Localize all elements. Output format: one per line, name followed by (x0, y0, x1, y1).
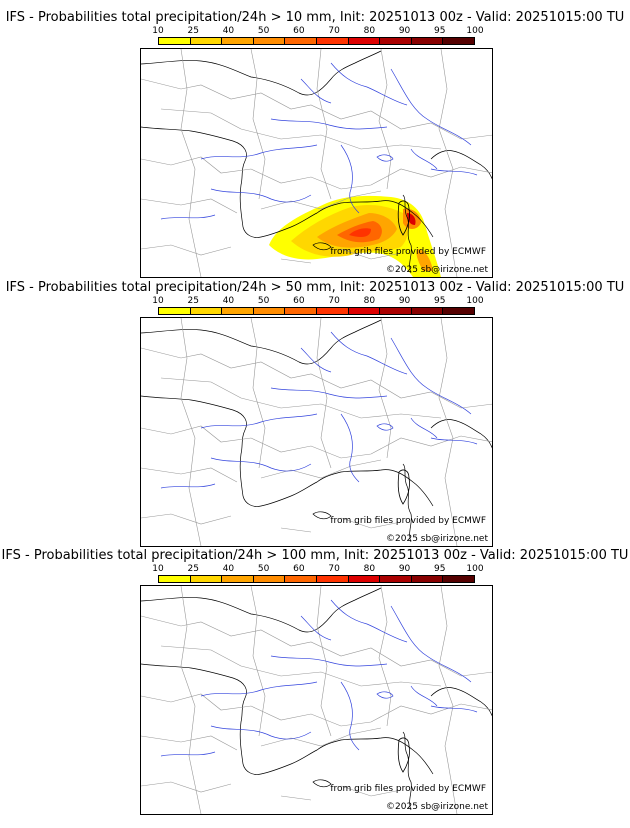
scale-tick-label: 80 (363, 564, 376, 574)
scale-tick-label: 95 (434, 26, 446, 36)
scale-tick-labels: 10 25 40 50 60 70 80 90 95 100 (152, 26, 483, 37)
scale-tick-label: 70 (328, 296, 340, 306)
scale-tick-labels: 10 25 40 50 60 70 80 90 95 100 (152, 564, 483, 575)
scale-tick-label: 60 (293, 564, 305, 574)
scale-swatch (443, 308, 474, 314)
scale-tick-label: 100 (466, 564, 484, 574)
scale-tick-label: 25 (187, 26, 199, 36)
ecmwf-credit: from grib files provided by ECMWF (330, 516, 486, 526)
copyright-text: ©2025 sb@irizone.net (386, 534, 488, 544)
scale-tick-label: 80 (363, 26, 376, 36)
scale-tick-label: 40 (222, 26, 235, 36)
scale-swatch (159, 38, 191, 44)
scale-tick-label: 50 (257, 564, 270, 574)
ecmwf-credit: from grib files provided by ECMWF (330, 247, 486, 257)
panel-title: IFS - Probabilities total precipitation/… (5, 280, 625, 295)
scale-tick-label: 60 (293, 296, 305, 306)
scale-swatch (380, 576, 412, 582)
scale-tick-label: 80 (363, 296, 376, 306)
scale-tick-label: 25 (187, 296, 199, 306)
map-50mm: from grib files provided by ECMWF ©2025 … (140, 317, 493, 547)
scale-tick-label: 100 (466, 26, 484, 36)
scale-swatch (190, 576, 223, 582)
scale-swatch (380, 38, 412, 44)
scale-tick-label: 60 (293, 26, 305, 36)
scale-swatch (443, 38, 474, 44)
scale-swatch (348, 576, 381, 582)
scale-swatch (411, 38, 444, 44)
scale-swatches (158, 37, 475, 45)
scale-swatch (222, 38, 254, 44)
panel-title: IFS - Probabilities total precipitation/… (5, 10, 625, 25)
scale-tick-label: 10 (152, 296, 164, 306)
scale-swatch (253, 308, 286, 314)
scale-tick-label: 50 (257, 26, 270, 36)
scale-tick-label: 70 (328, 564, 340, 574)
scale-swatch (285, 576, 317, 582)
map-canvas (141, 318, 492, 546)
scale-swatch (159, 576, 191, 582)
panel-title: IFS - Probabilities total precipitation/… (1, 548, 629, 563)
scale-swatches (158, 307, 475, 315)
copyright-text: ©2025 sb@irizone.net (386, 802, 488, 812)
scale-tick-label: 95 (434, 564, 446, 574)
scale-tick-labels: 10 25 40 50 60 70 80 90 95 100 (152, 296, 483, 307)
scale-tick-label: 100 (466, 296, 484, 306)
scale-swatch (285, 38, 317, 44)
scale-tick-label: 90 (398, 26, 411, 36)
scale-swatch (380, 308, 412, 314)
map-canvas (141, 49, 492, 277)
scale-swatch (285, 308, 317, 314)
scale-swatch (348, 308, 381, 314)
scale-swatch (190, 308, 223, 314)
scale-swatch (411, 576, 444, 582)
scale-swatch (316, 576, 349, 582)
copyright-text: ©2025 sb@irizone.net (386, 265, 488, 275)
ecmwf-credit: from grib files provided by ECMWF (330, 784, 486, 794)
scale-tick-label: 70 (328, 26, 340, 36)
scale-tick-label: 40 (222, 564, 235, 574)
scale-tick-label: 10 (152, 26, 164, 36)
scale-swatch (443, 576, 474, 582)
map-10mm: from grib files provided by ECMWF ©2025 … (140, 48, 493, 278)
scale-swatch (348, 38, 381, 44)
scale-tick-label: 10 (152, 564, 164, 574)
scale-swatch (222, 308, 254, 314)
scale-tick-label: 40 (222, 296, 235, 306)
scale-tick-label: 50 (257, 296, 270, 306)
scale-swatch (316, 308, 349, 314)
scale-swatch (253, 38, 286, 44)
scale-swatch (222, 576, 254, 582)
scale-tick-label: 90 (398, 296, 411, 306)
scale-tick-label: 95 (434, 296, 446, 306)
scale-swatches (158, 575, 475, 583)
scale-swatch (190, 38, 223, 44)
scale-tick-label: 25 (187, 564, 199, 574)
scale-swatch (159, 308, 191, 314)
map-100mm: from grib files provided by ECMWF ©2025 … (140, 585, 493, 815)
scale-swatch (253, 576, 286, 582)
scale-swatch (411, 308, 444, 314)
map-canvas (141, 586, 492, 814)
scale-tick-label: 90 (398, 564, 411, 574)
scale-swatch (316, 38, 349, 44)
